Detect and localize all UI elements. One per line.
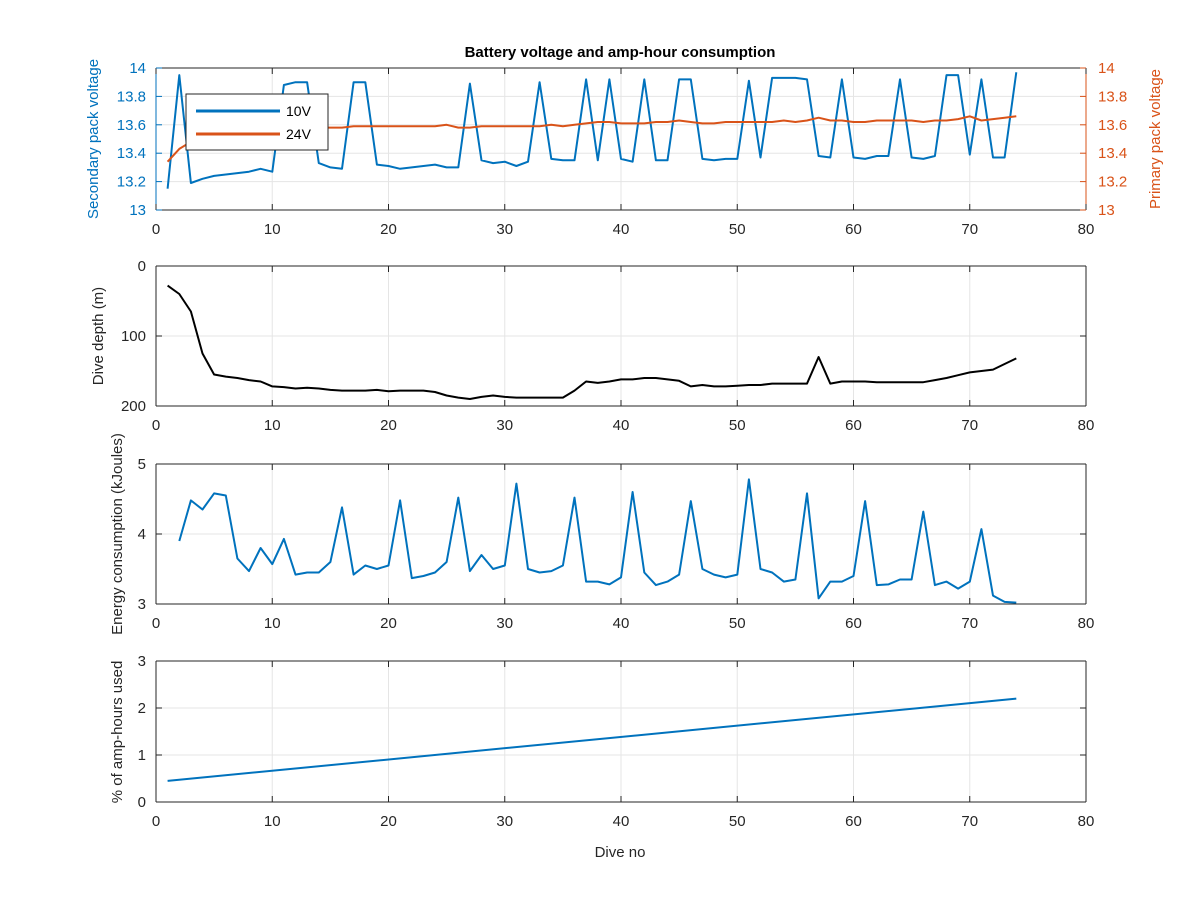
legend-label-24v: 24V [286,126,312,142]
energy-x-tick-label: 40 [613,615,630,632]
voltage-axes: 0 10 20 30 40 50 60 70 801313.213.413.613.814131… [117,60,1127,238]
energy-x-tick-label: 80 [1078,615,1095,632]
depth-panel: 0 10 20 30 40 50 60 70 80 0 100 200 Dive depth (m) [90,258,1094,434]
legend: 10V 24V [185,93,329,151]
voltage-y-tick-label: 13.8 [117,88,146,105]
amphours-y-tick-label: 2 [138,700,146,717]
depth-ylabel: Dive depth (m) [90,287,107,385]
amphours-y-tick-label: 1 [138,747,146,764]
voltage-right-y-tick-label: 13.6 [1098,117,1127,134]
amphours-x-tick-label: 10 [264,813,281,830]
voltage-x-tick-label: 60 [845,221,862,238]
amphours-x-tick-label: 80 [1078,813,1095,830]
voltage-y-tick-label: 13.6 [117,117,146,134]
voltage-right-y-tick-label: 13 [1098,202,1115,219]
depth-x-tick-label: 80 [1078,417,1095,434]
voltage-x-tick-label: 0 [152,221,160,238]
depth-y-tick-label: 0 [138,258,146,275]
legend-box [185,93,329,151]
energy-ylabel: Energy consumption (kJoules) [109,433,126,635]
amphours-axes: 0 10 20 30 40 50 60 70 80 0 1 2 3 [138,653,1095,830]
amphours-ylabel: % of amp-hours used [109,661,126,804]
energy-x-tick-label: 10 [264,615,281,632]
voltage-x-tick-label: 10 [264,221,281,238]
voltage-right-ylabel: Primary pack voltage [1147,69,1164,209]
energy-x-tick-label: 20 [380,615,397,632]
voltage-y-tick-label: 13.4 [117,145,146,162]
energy-y-tick-label: 4 [138,526,146,543]
voltage-y-tick-label: 13 [129,202,146,219]
amphours-plot-area [167,697,1017,782]
energy-x-tick-label: 30 [496,615,513,632]
voltage-left-ylabel: Secondary pack voltage [85,59,102,219]
energy-grid [155,463,1087,605]
voltage-y-tick-label: 14 [129,60,146,77]
amphours-x-tick-label: 50 [729,813,746,830]
depth-x-tick-label: 70 [961,417,978,434]
voltage-x-tick-label: 30 [496,221,513,238]
energy-y-tick-label: 5 [138,456,146,473]
amphours-y-tick-label: 3 [138,653,146,670]
voltage-x-tick-label: 20 [380,221,397,238]
energy-x-tick-label: 0 [152,615,160,632]
energy-x-tick-label: 70 [961,615,978,632]
depth-x-tick-label: 0 [152,417,160,434]
voltage-x-tick-label: 80 [1078,221,1095,238]
depth-x-tick-label: 50 [729,417,746,434]
amphours-x-tick-label: 60 [845,813,862,830]
amphours-x-tick-label: 20 [380,813,397,830]
amphours-xlabel: Dive no [595,844,646,861]
depth-x-tick-label: 20 [380,417,397,434]
amphours-grid [155,660,1087,803]
energy-x-tick-label: 50 [729,615,746,632]
amphours-x-tick-label: 0 [152,813,160,830]
voltage-right-y-tick-label: 14 [1098,60,1115,77]
figure-title: Battery voltage and amp-hour consumption [465,44,776,61]
voltage-right-y-tick-label: 13.4 [1098,145,1127,162]
depth-x-tick-label: 10 [264,417,281,434]
voltage-right-y-tick-label: 13.2 [1098,174,1127,191]
amphours-x-tick-label: 70 [961,813,978,830]
voltage-panel: 0 10 20 30 40 50 60 70 801313.213.413.613.814131… [85,59,1164,238]
amphours-x-tick-label: 40 [613,813,630,830]
amphours-line-series-0 [167,697,1017,782]
legend-label-10v: 10V [286,103,312,119]
depth-y-tick-label: 200 [121,398,146,415]
depth-axes: 0 10 20 30 40 50 60 70 80 0 100 200 [121,258,1094,434]
energy-axes: 0 10 20 30 40 50 60 70 80 3 4 5 [138,456,1095,632]
voltage-x-tick-label: 40 [613,221,630,238]
voltage-x-tick-label: 70 [961,221,978,238]
amphours-panel: 0 10 20 30 40 50 60 70 80 0 1 2 3 % of amp-hours use… [109,653,1094,861]
depth-y-tick-label: 100 [121,328,146,345]
amphours-y-tick-label: 0 [138,794,146,811]
energy-y-tick-label: 3 [138,596,146,613]
energy-line-series-0 [178,478,1017,604]
depth-x-tick-label: 30 [496,417,513,434]
depth-x-tick-label: 60 [845,417,862,434]
voltage-y-tick-label: 13.2 [117,174,146,191]
voltage-x-tick-label: 50 [729,221,746,238]
energy-panel: 0 10 20 30 40 50 60 70 80 3 4 5 Energy consumption … [109,433,1094,635]
energy-plot-area [178,478,1017,604]
depth-x-tick-label: 40 [613,417,630,434]
depth-grid [155,265,1087,407]
energy-x-tick-label: 60 [845,615,862,632]
depth-plot-area [167,284,1017,400]
voltage-right-y-tick-label: 13.8 [1098,88,1127,105]
amphours-x-tick-label: 30 [496,813,513,830]
depth-line-series-0 [167,284,1017,400]
